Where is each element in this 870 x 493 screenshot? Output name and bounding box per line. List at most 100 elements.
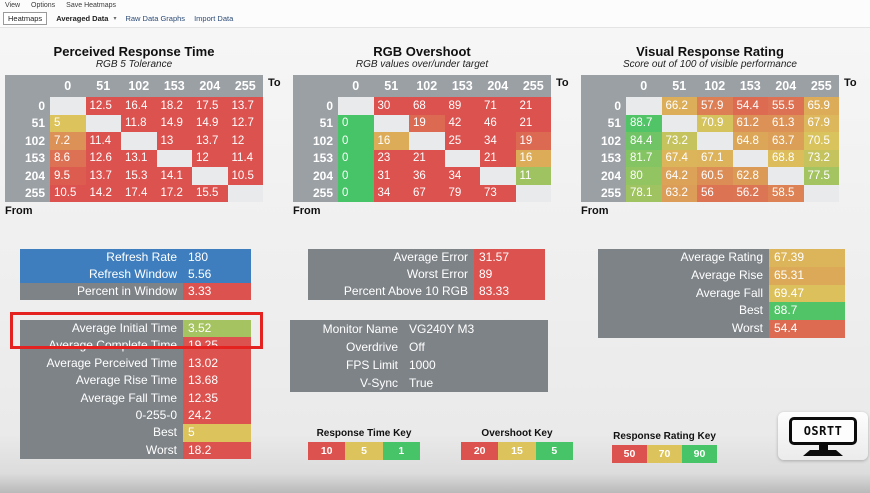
heatmap-cell: 64.2	[661, 167, 697, 185]
heatmap-cell: 63.2	[661, 184, 697, 202]
heatmap-cell: 14.9	[156, 114, 192, 132]
heatmap-cell: 64.8	[732, 132, 768, 150]
column-header: 153	[444, 75, 480, 97]
stat-value: 83.33	[474, 283, 545, 300]
heatmap-blank-cell	[50, 97, 86, 115]
stat-row: Worst Error 89	[308, 266, 545, 283]
stat-value: 65.31	[769, 266, 845, 285]
heatmap-cell: 14.2	[85, 184, 121, 202]
legend-cell: 15	[498, 442, 536, 460]
row-header: 255	[581, 184, 626, 202]
heatmap-cell: 73	[480, 184, 516, 202]
tab-heatmaps[interactable]: Heatmaps	[3, 12, 48, 25]
heatmap-cell: 14.1	[156, 167, 192, 185]
stat-value: 31.57	[474, 249, 545, 266]
menu-item-options[interactable]: Options	[31, 1, 56, 9]
stat-row: Average Fall Time 12.35	[20, 389, 251, 407]
heatmap-cell: 67.4	[661, 149, 697, 167]
heatmap-blank-cell	[697, 132, 733, 150]
heatmap-subtitle: Score out of 100 of visible performance	[623, 59, 797, 70]
column-header: 255	[515, 75, 551, 97]
heatmap-blank-cell	[661, 114, 697, 132]
tab-raw-data-graphs[interactable]: Raw Data Graphs	[125, 14, 186, 23]
column-header: 51	[85, 75, 121, 97]
stat-label: V-Sync	[359, 376, 398, 390]
panel-perceived-response-time: Perceived Response Time RGB 5 Tolerance …	[5, 44, 281, 217]
legend-bar: 20 15 5	[461, 442, 573, 460]
heatmap-cell: 0	[338, 114, 374, 132]
legend-cell: 70	[647, 445, 682, 463]
heatmap-cell: 12.5	[85, 97, 121, 115]
legend-title: Response Time Key	[316, 428, 412, 439]
row-header: 255	[5, 184, 50, 202]
column-header: 0	[50, 75, 86, 97]
stat-row: Average Initial Time 3.52	[20, 320, 251, 338]
heatmap-cell: 12	[227, 132, 263, 150]
stat-row: Worst 18.2	[20, 441, 251, 460]
stat-label: Best	[20, 424, 183, 442]
stat-row: Percent Above 10 RGB 83.33	[308, 283, 545, 300]
heatmap-cell: 34	[444, 167, 480, 185]
heatmap-blank-cell	[732, 149, 768, 167]
heatmap-cell: 42	[444, 114, 480, 132]
osrtt-logo: OSRTT	[778, 412, 868, 460]
heatmap-cell: 70.9	[697, 114, 733, 132]
menu-item-save-heatmaps[interactable]: Save Heatmaps	[66, 1, 116, 9]
row-header: 102	[293, 132, 338, 150]
heatmap-cell: 16	[373, 132, 409, 150]
heatmap-blank-cell	[515, 184, 551, 202]
heatmap-cell: 68	[409, 97, 445, 115]
heatmap-cell: 12	[192, 149, 228, 167]
row-header: 204	[293, 167, 338, 185]
legend-bar: 10 5 1	[308, 442, 420, 460]
heatmap-cell: 0	[338, 132, 374, 150]
heatmap-cell: 17.5	[192, 97, 228, 115]
heatmap-cell: 30	[373, 97, 409, 115]
stat-row: Average Fall 69.47	[598, 284, 845, 303]
logo-text: OSRTT	[803, 424, 843, 438]
stat-value: 5	[183, 424, 251, 442]
heatmap-cell: 9.5	[50, 167, 86, 185]
response-time-stats-block: Average Initial Time 3.52 Average Complete…	[20, 320, 251, 460]
stat-value: True	[409, 376, 434, 390]
stat-row: Average Error 31.57	[308, 249, 545, 266]
heatmap-cell: 12.7	[227, 114, 263, 132]
chevron-down-icon[interactable]: ▾	[113, 16, 117, 22]
row-header: 153	[293, 149, 338, 167]
stat-value: 69.47	[769, 284, 845, 303]
tab-import-data[interactable]: Import Data	[194, 14, 234, 23]
axis-from-label: From	[293, 205, 321, 217]
heatmap-cell: 70.5	[803, 132, 839, 150]
heatmap-cell: 67.1	[697, 149, 733, 167]
heatmap-cell: 66.2	[661, 97, 697, 115]
stat-value: 12.35	[183, 389, 251, 407]
heatmap-cell: 7.2	[50, 132, 86, 150]
heatmap-blank-cell	[121, 132, 157, 150]
row-header: 51	[581, 114, 626, 132]
menu-item-view[interactable]: View	[5, 1, 21, 9]
heatmap-blank-cell	[444, 149, 480, 167]
monitor-info-block: Monitor Name VG240Y M3 Overdrive Off FPS Lim…	[290, 320, 548, 392]
axis-to-label: To	[268, 77, 281, 89]
heatmap-cell: 46	[480, 114, 516, 132]
response-rating-key: Response Rating Key 50 70 90	[612, 431, 717, 463]
tab-averaged-data[interactable]: Averaged Data	[56, 14, 109, 23]
heatmap-subtitle: RGB values over/under target	[355, 59, 489, 70]
response-time-key: Response Time Key 10 5 1	[308, 428, 420, 460]
heatmap-cell: 0	[338, 167, 374, 185]
heatmap-cell: 34	[373, 184, 409, 202]
axis-from-label: From	[581, 205, 609, 217]
stat-label: Percent in Window	[20, 283, 183, 300]
row-header: 255	[293, 184, 338, 202]
stat-label: Percent Above 10 RGB	[308, 283, 474, 300]
table-corner	[581, 75, 626, 97]
heatmap-cell: 77.5	[803, 167, 839, 185]
stat-label: Worst	[20, 441, 183, 460]
heatmap-cell: 12.6	[85, 149, 121, 167]
column-header: 255	[803, 75, 839, 97]
heatmap-blank-cell	[192, 167, 228, 185]
axis-to-label: To	[844, 77, 857, 89]
stat-value: 180	[183, 249, 251, 266]
legend-title: Overshoot Key	[481, 428, 553, 439]
refresh-stats-block: Refresh Rate 180 Refresh Window 5.56 Percent…	[20, 249, 251, 300]
